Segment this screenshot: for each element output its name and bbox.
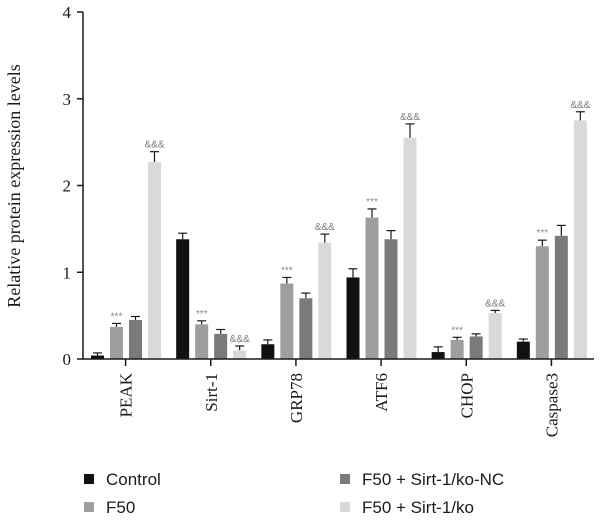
x-axis: PEAK Sirt-1 GRP78 ATF6 CHOP Caspase3 — [83, 358, 594, 437]
bar — [554, 235, 568, 359]
bar — [573, 120, 587, 359]
x-tick-label: Sirt-1 — [202, 373, 221, 412]
legend-swatch — [84, 502, 94, 512]
bar — [261, 344, 275, 359]
legend-label: F50 + Sirt-1/ko — [362, 498, 474, 517]
x-tick-label: ATF6 — [372, 373, 391, 412]
bar — [129, 319, 142, 359]
x-tick-label: Caspase3 — [542, 373, 561, 437]
y-axis-label-group: Relative protein expression levels — [4, 64, 24, 307]
bar — [431, 352, 445, 359]
significance-mark: &&& — [485, 298, 505, 309]
bar — [214, 333, 228, 359]
legend-label: Control — [106, 470, 161, 489]
legend-label: F50 — [106, 498, 135, 517]
y-tick-label: 1 — [63, 263, 72, 282]
significance-mark: *** — [536, 228, 548, 239]
significance-mark: *** — [111, 311, 123, 322]
significance-mark: &&& — [315, 222, 335, 233]
bar — [346, 277, 360, 359]
y-axis-ticks: 0 1 2 3 4 — [63, 3, 84, 369]
bar — [299, 298, 313, 359]
y-tick-label: 0 — [63, 350, 72, 369]
x-tick-label: PEAK — [117, 372, 136, 417]
significance-mark: *** — [196, 309, 208, 320]
bar — [403, 137, 417, 359]
legend-swatch — [84, 474, 94, 484]
x-tick-label: CHOP — [457, 373, 476, 418]
significance-mark: *** — [366, 197, 378, 208]
y-tick-label: 2 — [63, 177, 72, 196]
bar — [148, 162, 161, 359]
significance-mark: &&& — [230, 334, 250, 345]
bar — [176, 239, 190, 359]
bar — [233, 350, 247, 359]
bars: *** &&& *** &&& *** &&& *** &&& *** &&& *** &&& — [91, 100, 591, 359]
bar — [384, 239, 398, 359]
bar — [318, 242, 332, 359]
bar — [280, 283, 294, 359]
significance-mark: &&& — [570, 100, 590, 111]
legend: Control F50 F50 + Sirt-1/ko-NC F50 + Sirt-1… — [84, 470, 504, 517]
significance-mark: &&& — [400, 112, 420, 123]
legend-swatch — [340, 502, 350, 512]
significance-mark: *** — [451, 325, 463, 336]
bar — [469, 336, 483, 359]
bar — [365, 217, 379, 359]
y-axis-label: Relative protein expression levels — [4, 64, 24, 307]
legend-label: F50 + Sirt-1/ko-NC — [362, 470, 504, 489]
x-tick-label: GRP78 — [287, 373, 306, 423]
significance-mark: *** — [281, 265, 293, 276]
bar — [450, 339, 464, 359]
legend-swatch — [340, 474, 350, 484]
y-tick-label: 3 — [63, 90, 72, 109]
y-tick-label: 4 — [63, 3, 72, 22]
bar — [516, 341, 530, 359]
bar — [91, 355, 104, 359]
significance-mark: &&& — [144, 140, 164, 151]
bar — [195, 324, 209, 359]
bar — [535, 246, 549, 359]
bar — [488, 313, 502, 359]
bar — [110, 326, 123, 359]
